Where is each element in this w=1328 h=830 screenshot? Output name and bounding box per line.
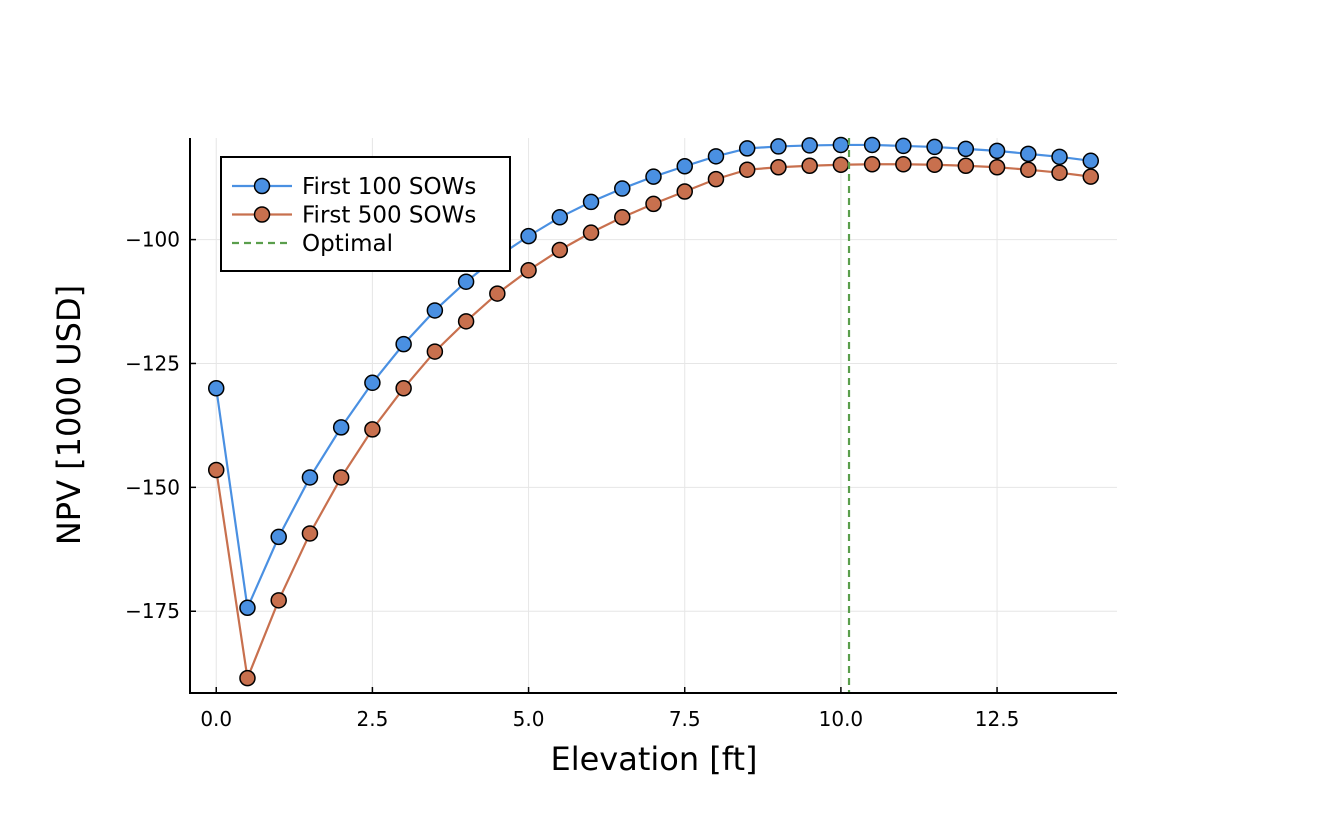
y-tick-label: −175 [125, 599, 180, 623]
legend-marker [253, 177, 271, 195]
data-point [738, 140, 756, 157]
data-point [270, 528, 287, 546]
data-point [426, 343, 444, 360]
data-point [863, 156, 881, 173]
data-point [770, 138, 787, 155]
data-point [801, 157, 818, 174]
x-tick-label: 2.5 [356, 707, 388, 731]
data-point [1020, 145, 1037, 163]
data-point [520, 262, 537, 279]
data-point [614, 180, 631, 197]
x-axis-title: Elevation [ft] [550, 740, 757, 778]
y-tick-label: −100 [125, 228, 180, 252]
axes [189, 138, 1117, 694]
tick-labels: 0.0 2.5 5.0 7.5 10.0 12.5 −175 −150 −125 −100 [125, 228, 1019, 731]
data-point [395, 379, 412, 397]
legend-label: First 500 SOWs [302, 203, 476, 229]
data-point [1020, 161, 1037, 178]
data-point [770, 158, 787, 176]
data-point [270, 592, 287, 609]
data-point [926, 138, 943, 156]
data-point [332, 469, 350, 486]
data-point [457, 313, 475, 330]
legend-label: Optimal [302, 231, 393, 257]
x-tick-label: 0.0 [200, 707, 232, 731]
x-tick-label: 5.0 [513, 707, 545, 731]
data-point [489, 285, 506, 302]
data-point [801, 137, 818, 154]
data-point [676, 183, 693, 200]
data-point [738, 161, 756, 178]
data-point [832, 136, 850, 154]
data-point [645, 195, 662, 213]
x-tick-label: 12.5 [975, 707, 1020, 731]
y-axis-title: NPV [1000 USD] [50, 285, 88, 545]
data-point [645, 168, 662, 185]
y-tick-label: −125 [125, 351, 180, 375]
y-tick-label: −150 [125, 475, 180, 499]
data-point [926, 156, 943, 174]
data-point [614, 209, 631, 226]
data-point [1051, 164, 1068, 181]
data-point [551, 241, 569, 259]
legend-label: First 100 SOWs [302, 174, 476, 200]
data-point [395, 335, 412, 353]
data-point [707, 170, 725, 188]
data-point [239, 669, 256, 687]
data-point [895, 156, 912, 173]
data-point [988, 158, 1006, 176]
data-point [520, 227, 537, 245]
data-point [332, 419, 350, 436]
data-point [551, 209, 569, 226]
x-tick-label: 10.0 [819, 707, 864, 731]
data-point [457, 273, 475, 290]
data-point [301, 525, 319, 542]
data-point [1051, 148, 1068, 166]
legend-marker [253, 206, 271, 223]
data-point [1082, 168, 1100, 185]
plot-area [207, 136, 1100, 693]
data-point [301, 469, 319, 486]
data-point [676, 157, 693, 175]
data-point [364, 421, 381, 438]
data-point [207, 461, 225, 479]
data-point [582, 224, 600, 241]
data-point [707, 148, 725, 165]
data-point [426, 302, 444, 319]
data-point [1082, 152, 1100, 170]
data-point [582, 193, 600, 211]
data-point [832, 156, 850, 174]
data-point [895, 137, 912, 155]
data-point [239, 599, 256, 617]
data-point [957, 157, 975, 174]
x-tick-label: 7.5 [669, 707, 701, 731]
data-point [364, 374, 381, 392]
series-2 [207, 156, 1100, 687]
data-point [957, 140, 975, 158]
data-point [207, 379, 225, 397]
data-point [988, 142, 1006, 160]
data-point [863, 136, 881, 154]
